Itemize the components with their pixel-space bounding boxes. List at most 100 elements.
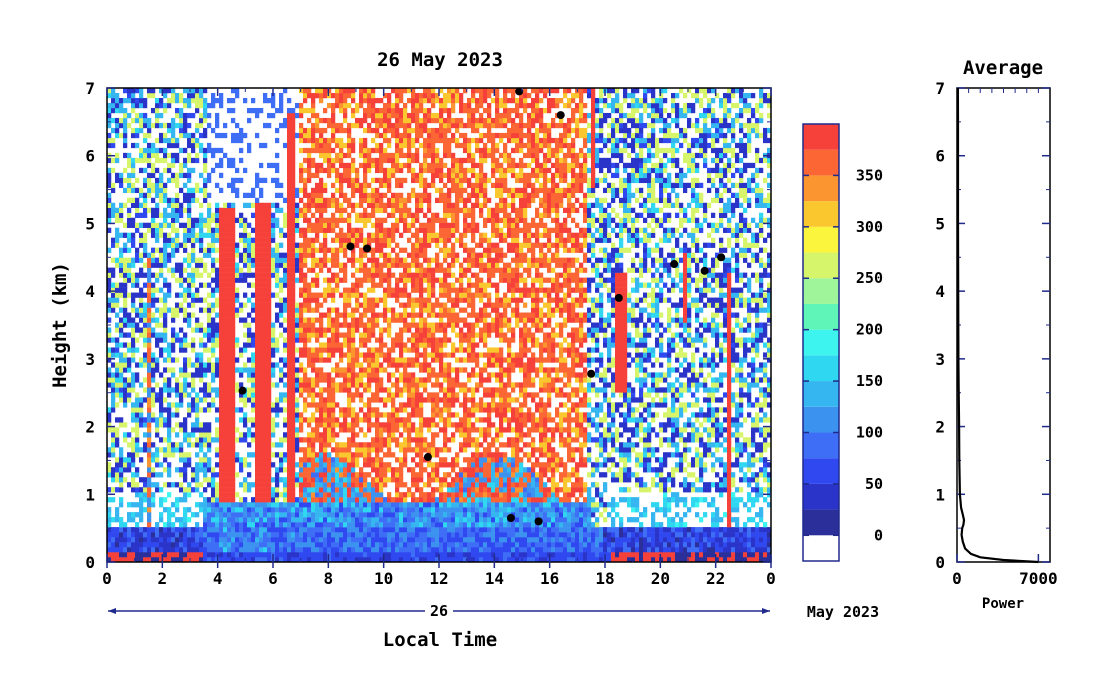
heatmap-cell — [307, 447, 312, 453]
heatmap-cell — [207, 512, 212, 518]
heatmap-cell — [383, 147, 388, 154]
heatmap-cell — [199, 527, 204, 533]
heatmap-cell — [283, 497, 288, 503]
heatmap-cell — [379, 557, 384, 563]
heatmap-cell — [359, 262, 364, 268]
heatmap-cell — [307, 227, 312, 233]
heatmap-cell — [231, 457, 236, 463]
heatmap-cell — [347, 357, 352, 363]
heatmap-cell — [311, 242, 316, 248]
heatmap-cell — [127, 332, 132, 338]
heatmap-cell — [259, 417, 264, 423]
heatmap-cell — [191, 137, 196, 144]
heatmap-cell — [227, 412, 232, 418]
heatmap-cell — [299, 127, 304, 134]
heatmap-cell — [147, 552, 152, 558]
heatmap-cell — [291, 197, 296, 204]
heatmap-cell — [187, 362, 192, 368]
heatmap-cell — [163, 312, 168, 318]
heatmap-cell — [263, 307, 268, 313]
heatmap-cell — [175, 527, 180, 533]
heatmap-cell — [327, 117, 332, 124]
heatmap-cell — [367, 322, 372, 328]
heatmap-cell — [135, 88, 140, 94]
heatmap-cell — [119, 102, 124, 109]
heatmap-cell — [119, 352, 124, 358]
heatmap-cell — [267, 342, 272, 348]
heatmap-cell — [267, 327, 272, 333]
heatmap-cell — [283, 252, 288, 258]
heatmap-cell — [207, 557, 212, 563]
heatmap-cell — [311, 197, 316, 204]
heatmap-cell — [115, 532, 120, 538]
heatmap-cell — [171, 357, 176, 363]
heatmap-cell — [107, 337, 112, 343]
heatmap-cell — [223, 352, 228, 358]
heatmap-cell — [283, 372, 288, 378]
heatmap-cell — [323, 137, 328, 144]
heatmap-cell — [383, 262, 388, 268]
heatmap-cell — [375, 392, 380, 398]
heatmap-cell — [267, 352, 272, 358]
heatmap-cell — [287, 272, 292, 278]
heatmap-cell — [287, 427, 292, 433]
heatmap-cell — [307, 327, 312, 333]
heatmap-cell — [291, 502, 296, 508]
heatmap-cell — [315, 377, 320, 383]
heatmap-cell — [147, 322, 152, 328]
heatmap-cell — [111, 387, 116, 393]
heatmap-cell — [343, 167, 348, 174]
heatmap-cell — [135, 432, 140, 438]
heatmap-cell — [167, 392, 172, 398]
heatmap-cell — [403, 557, 408, 563]
heatmap-cell — [243, 257, 248, 263]
heatmap-cell — [143, 132, 148, 139]
heatmap-cell — [379, 532, 384, 538]
heatmap-cell — [211, 542, 216, 548]
heatmap-cell — [175, 232, 180, 238]
heatmap-cell — [199, 387, 204, 393]
heatmap-cell — [147, 437, 152, 443]
heatmap-cell — [127, 177, 132, 184]
heatmap-cell — [375, 417, 380, 423]
heatmap-cell — [227, 222, 232, 228]
heatmap-cell — [151, 107, 156, 114]
heatmap-cell — [379, 482, 384, 488]
heatmap-cell — [327, 312, 332, 318]
heatmap-cell — [207, 382, 212, 388]
heatmap-cell — [127, 97, 132, 104]
heatmap-cell — [255, 182, 260, 189]
heatmap-cell — [363, 387, 368, 393]
heatmap-cell — [191, 157, 196, 164]
heatmap-cell — [159, 462, 164, 468]
heatmap-cell — [279, 92, 284, 99]
heatmap-cell — [191, 427, 196, 433]
heatmap-cell — [395, 227, 400, 233]
heatmap-cell — [371, 407, 376, 413]
heatmap-cell — [219, 247, 224, 253]
heatmap-cell — [235, 122, 240, 129]
heatmap-cell — [335, 382, 340, 388]
heatmap-cell — [267, 217, 272, 223]
heatmap-cell — [283, 382, 288, 388]
heatmap-cell — [219, 207, 224, 213]
heatmap-cell — [203, 162, 208, 169]
heatmap-cell — [187, 142, 192, 149]
heatmap-cell — [283, 392, 288, 398]
heatmap-cell — [287, 552, 292, 558]
heatmap-cell — [315, 262, 320, 268]
heatmap-cell — [259, 322, 264, 328]
heatmap-cell — [355, 287, 360, 293]
heatmap-cell — [119, 317, 124, 323]
heatmap-cell — [183, 427, 188, 433]
heatmap-cell — [215, 362, 220, 368]
heatmap-cell — [355, 317, 360, 323]
heatmap-cell — [403, 497, 408, 503]
heatmap-cell — [371, 312, 376, 318]
heatmap-cell — [235, 547, 240, 553]
heatmap-cell — [279, 517, 284, 523]
heatmap-cell — [295, 507, 300, 513]
heatmap-cell — [231, 292, 236, 298]
heatmap-cell — [235, 557, 240, 563]
heatmap-cell — [339, 457, 344, 463]
